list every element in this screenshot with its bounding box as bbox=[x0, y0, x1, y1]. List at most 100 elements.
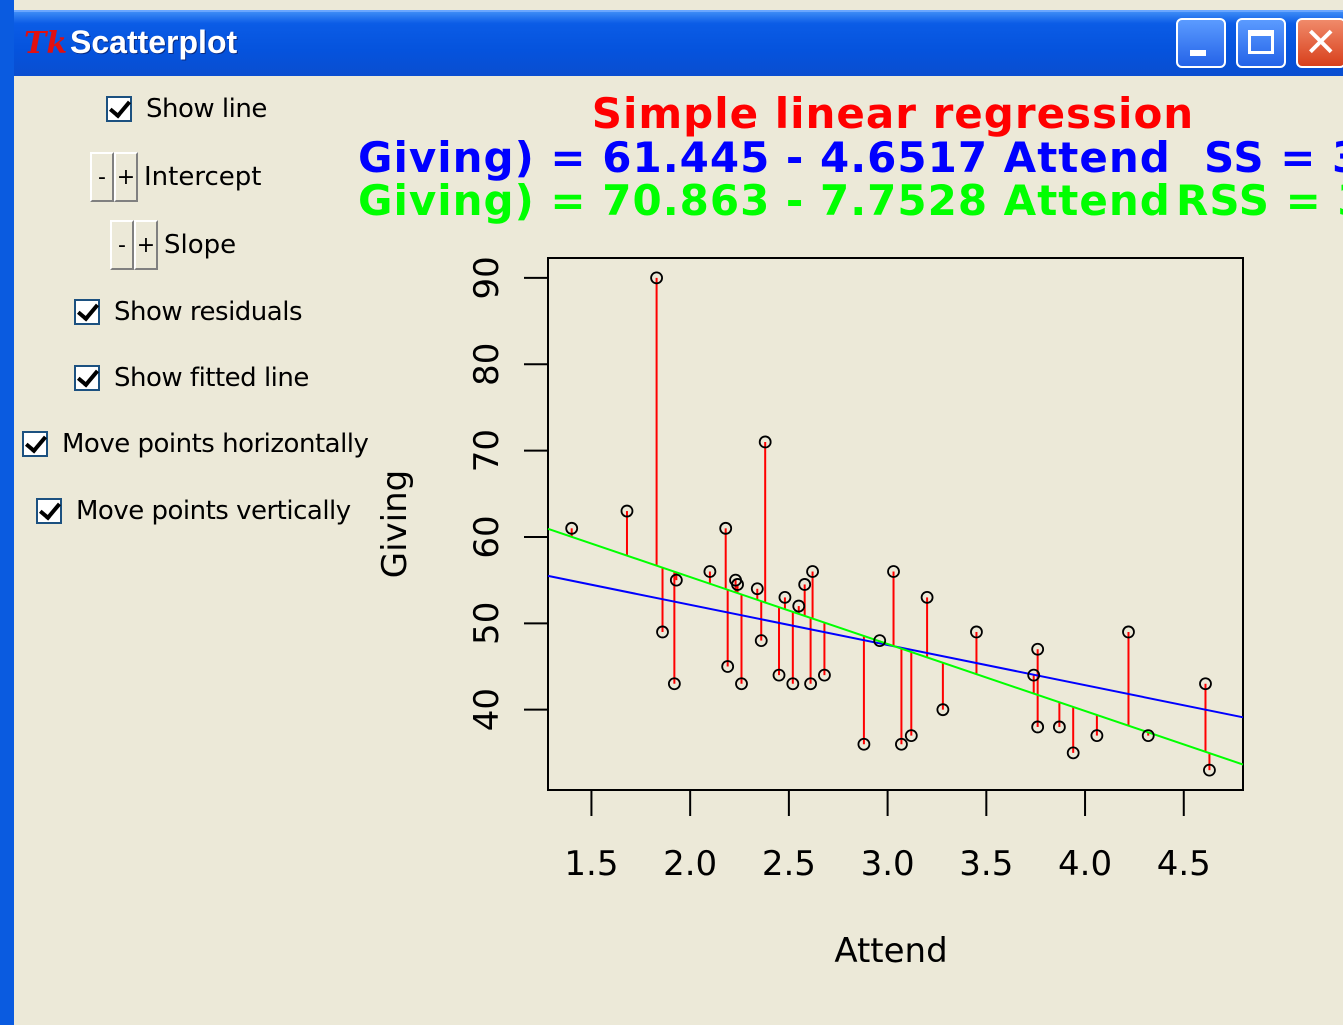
move-vertically-checkbox[interactable] bbox=[36, 497, 62, 524]
x-axis-label: Attend bbox=[834, 931, 947, 971]
data-point[interactable] bbox=[1031, 642, 1045, 656]
move-horizontally-label: Move points horizontally bbox=[62, 429, 369, 459]
x-tick-label: 3.5 bbox=[959, 844, 1013, 884]
y-tick-label: 70 bbox=[467, 429, 507, 472]
y-axis-label: Giving bbox=[375, 470, 415, 579]
show-residuals-checkbox[interactable] bbox=[74, 298, 100, 325]
slope-stepper: - + Slope bbox=[110, 220, 236, 270]
show-line-checkbox[interactable] bbox=[106, 95, 132, 122]
data-point[interactable] bbox=[806, 565, 819, 578]
close-button[interactable]: ✕ bbox=[1296, 18, 1343, 68]
data-point[interactable] bbox=[1122, 625, 1135, 639]
data-point[interactable] bbox=[750, 582, 764, 596]
data-point[interactable] bbox=[731, 578, 744, 591]
data-point[interactable] bbox=[1052, 720, 1066, 734]
data-point[interactable] bbox=[818, 668, 831, 682]
maximize-button[interactable] bbox=[1236, 18, 1286, 68]
show-fitted-line-checkbox[interactable] bbox=[74, 364, 100, 391]
plot-box bbox=[547, 257, 1244, 791]
slope-plus-button[interactable]: + bbox=[134, 220, 158, 270]
data-point[interactable] bbox=[970, 625, 983, 639]
data-point[interactable] bbox=[887, 565, 900, 578]
user-line-ss: SS = 3 bbox=[1204, 133, 1343, 182]
regression-lines bbox=[547, 527, 1244, 766]
x-tick-label: 1.5 bbox=[564, 844, 618, 884]
y-tick-label: 40 bbox=[467, 688, 507, 731]
x-tick-label: 4.5 bbox=[1157, 844, 1211, 884]
data-points bbox=[565, 271, 1216, 777]
data-point[interactable] bbox=[565, 521, 579, 535]
close-icon: ✕ bbox=[1304, 20, 1338, 66]
window-title: Scatterplot bbox=[70, 24, 238, 60]
data-point[interactable] bbox=[920, 591, 934, 604]
show-fitted-line-checkbox-row[interactable]: Show fitted line bbox=[74, 363, 309, 393]
move-vertically-checkbox-row[interactable]: Move points vertically bbox=[36, 496, 351, 526]
x-tick-label: 2.0 bbox=[663, 844, 717, 884]
maximize-icon bbox=[1248, 30, 1274, 54]
x-tick-label: 3.0 bbox=[861, 844, 915, 884]
slope-label: Slope bbox=[164, 230, 237, 260]
data-point[interactable] bbox=[873, 634, 887, 647]
minimize-button[interactable] bbox=[1176, 18, 1226, 68]
show-line-label: Show line bbox=[146, 94, 267, 124]
y-tick-label: 80 bbox=[467, 343, 507, 386]
minimize-icon bbox=[1190, 50, 1206, 56]
x-axis: 1.5 2.0 2.5 3.0 3.5 4.0 4.5 bbox=[564, 790, 1211, 884]
fitted-regression-line bbox=[547, 527, 1244, 766]
data-point[interactable] bbox=[667, 677, 681, 691]
data-point[interactable] bbox=[754, 634, 768, 647]
fitted-line-rss: RSS = 3 bbox=[1176, 176, 1343, 225]
intercept-stepper: - + Intercept bbox=[90, 152, 261, 202]
show-line-checkbox-row[interactable]: Show line bbox=[106, 94, 267, 124]
data-point[interactable] bbox=[936, 703, 950, 717]
show-fitted-line-label: Show fitted line bbox=[114, 363, 309, 393]
move-vertically-label: Move points vertically bbox=[76, 496, 351, 526]
intercept-plus-button[interactable]: + bbox=[114, 152, 138, 202]
data-point[interactable] bbox=[804, 677, 817, 691]
data-point[interactable] bbox=[904, 729, 918, 742]
tk-logo-icon: Tk bbox=[24, 26, 68, 61]
data-point[interactable] bbox=[721, 660, 735, 673]
intercept-label: Intercept bbox=[144, 162, 262, 192]
move-horizontally-checkbox-row[interactable]: Move points horizontally bbox=[22, 429, 369, 459]
data-point[interactable] bbox=[1199, 677, 1212, 691]
plot-title: Simple linear regression bbox=[592, 89, 1194, 138]
fitted-line-equation: Giving) = 70.863 - 7.7528 Attend bbox=[358, 176, 1171, 225]
data-point[interactable] bbox=[786, 677, 800, 691]
slope-minus-button[interactable]: - bbox=[110, 220, 134, 270]
data-point[interactable] bbox=[857, 737, 871, 751]
title-bar[interactable]: Tk Scatterplot ✕ bbox=[14, 10, 1343, 76]
intercept-minus-button[interactable]: - bbox=[90, 152, 114, 202]
data-point[interactable] bbox=[1031, 720, 1045, 734]
x-tick-label: 4.0 bbox=[1058, 844, 1112, 884]
data-point[interactable] bbox=[1027, 668, 1041, 682]
x-tick-label: 2.5 bbox=[762, 844, 816, 884]
data-point[interactable] bbox=[620, 504, 634, 518]
data-point[interactable] bbox=[792, 599, 806, 613]
data-point[interactable] bbox=[798, 578, 812, 591]
data-point[interactable] bbox=[719, 521, 733, 535]
data-point[interactable] bbox=[778, 591, 792, 604]
data-point[interactable] bbox=[758, 435, 772, 449]
move-horizontally-checkbox[interactable] bbox=[22, 430, 48, 457]
data-point[interactable] bbox=[1141, 729, 1155, 742]
show-residuals-checkbox-row[interactable]: Show residuals bbox=[74, 297, 303, 327]
data-point[interactable] bbox=[650, 271, 663, 285]
data-point[interactable] bbox=[1066, 746, 1080, 760]
show-residuals-label: Show residuals bbox=[114, 297, 303, 327]
user-line-equation: Giving) = 61.445 - 4.6517 Attend bbox=[358, 133, 1171, 182]
data-point[interactable] bbox=[703, 565, 717, 578]
data-point[interactable] bbox=[772, 668, 786, 682]
y-tick-label: 60 bbox=[467, 515, 507, 558]
data-point[interactable] bbox=[669, 573, 683, 587]
data-point[interactable] bbox=[895, 737, 908, 751]
data-point[interactable] bbox=[656, 625, 669, 639]
y-tick-label: 50 bbox=[467, 602, 507, 645]
residuals bbox=[570, 277, 1211, 771]
data-point[interactable] bbox=[735, 677, 748, 691]
data-point[interactable] bbox=[1090, 729, 1104, 742]
y-tick-label: 90 bbox=[467, 256, 507, 299]
data-point[interactable] bbox=[1203, 763, 1216, 777]
